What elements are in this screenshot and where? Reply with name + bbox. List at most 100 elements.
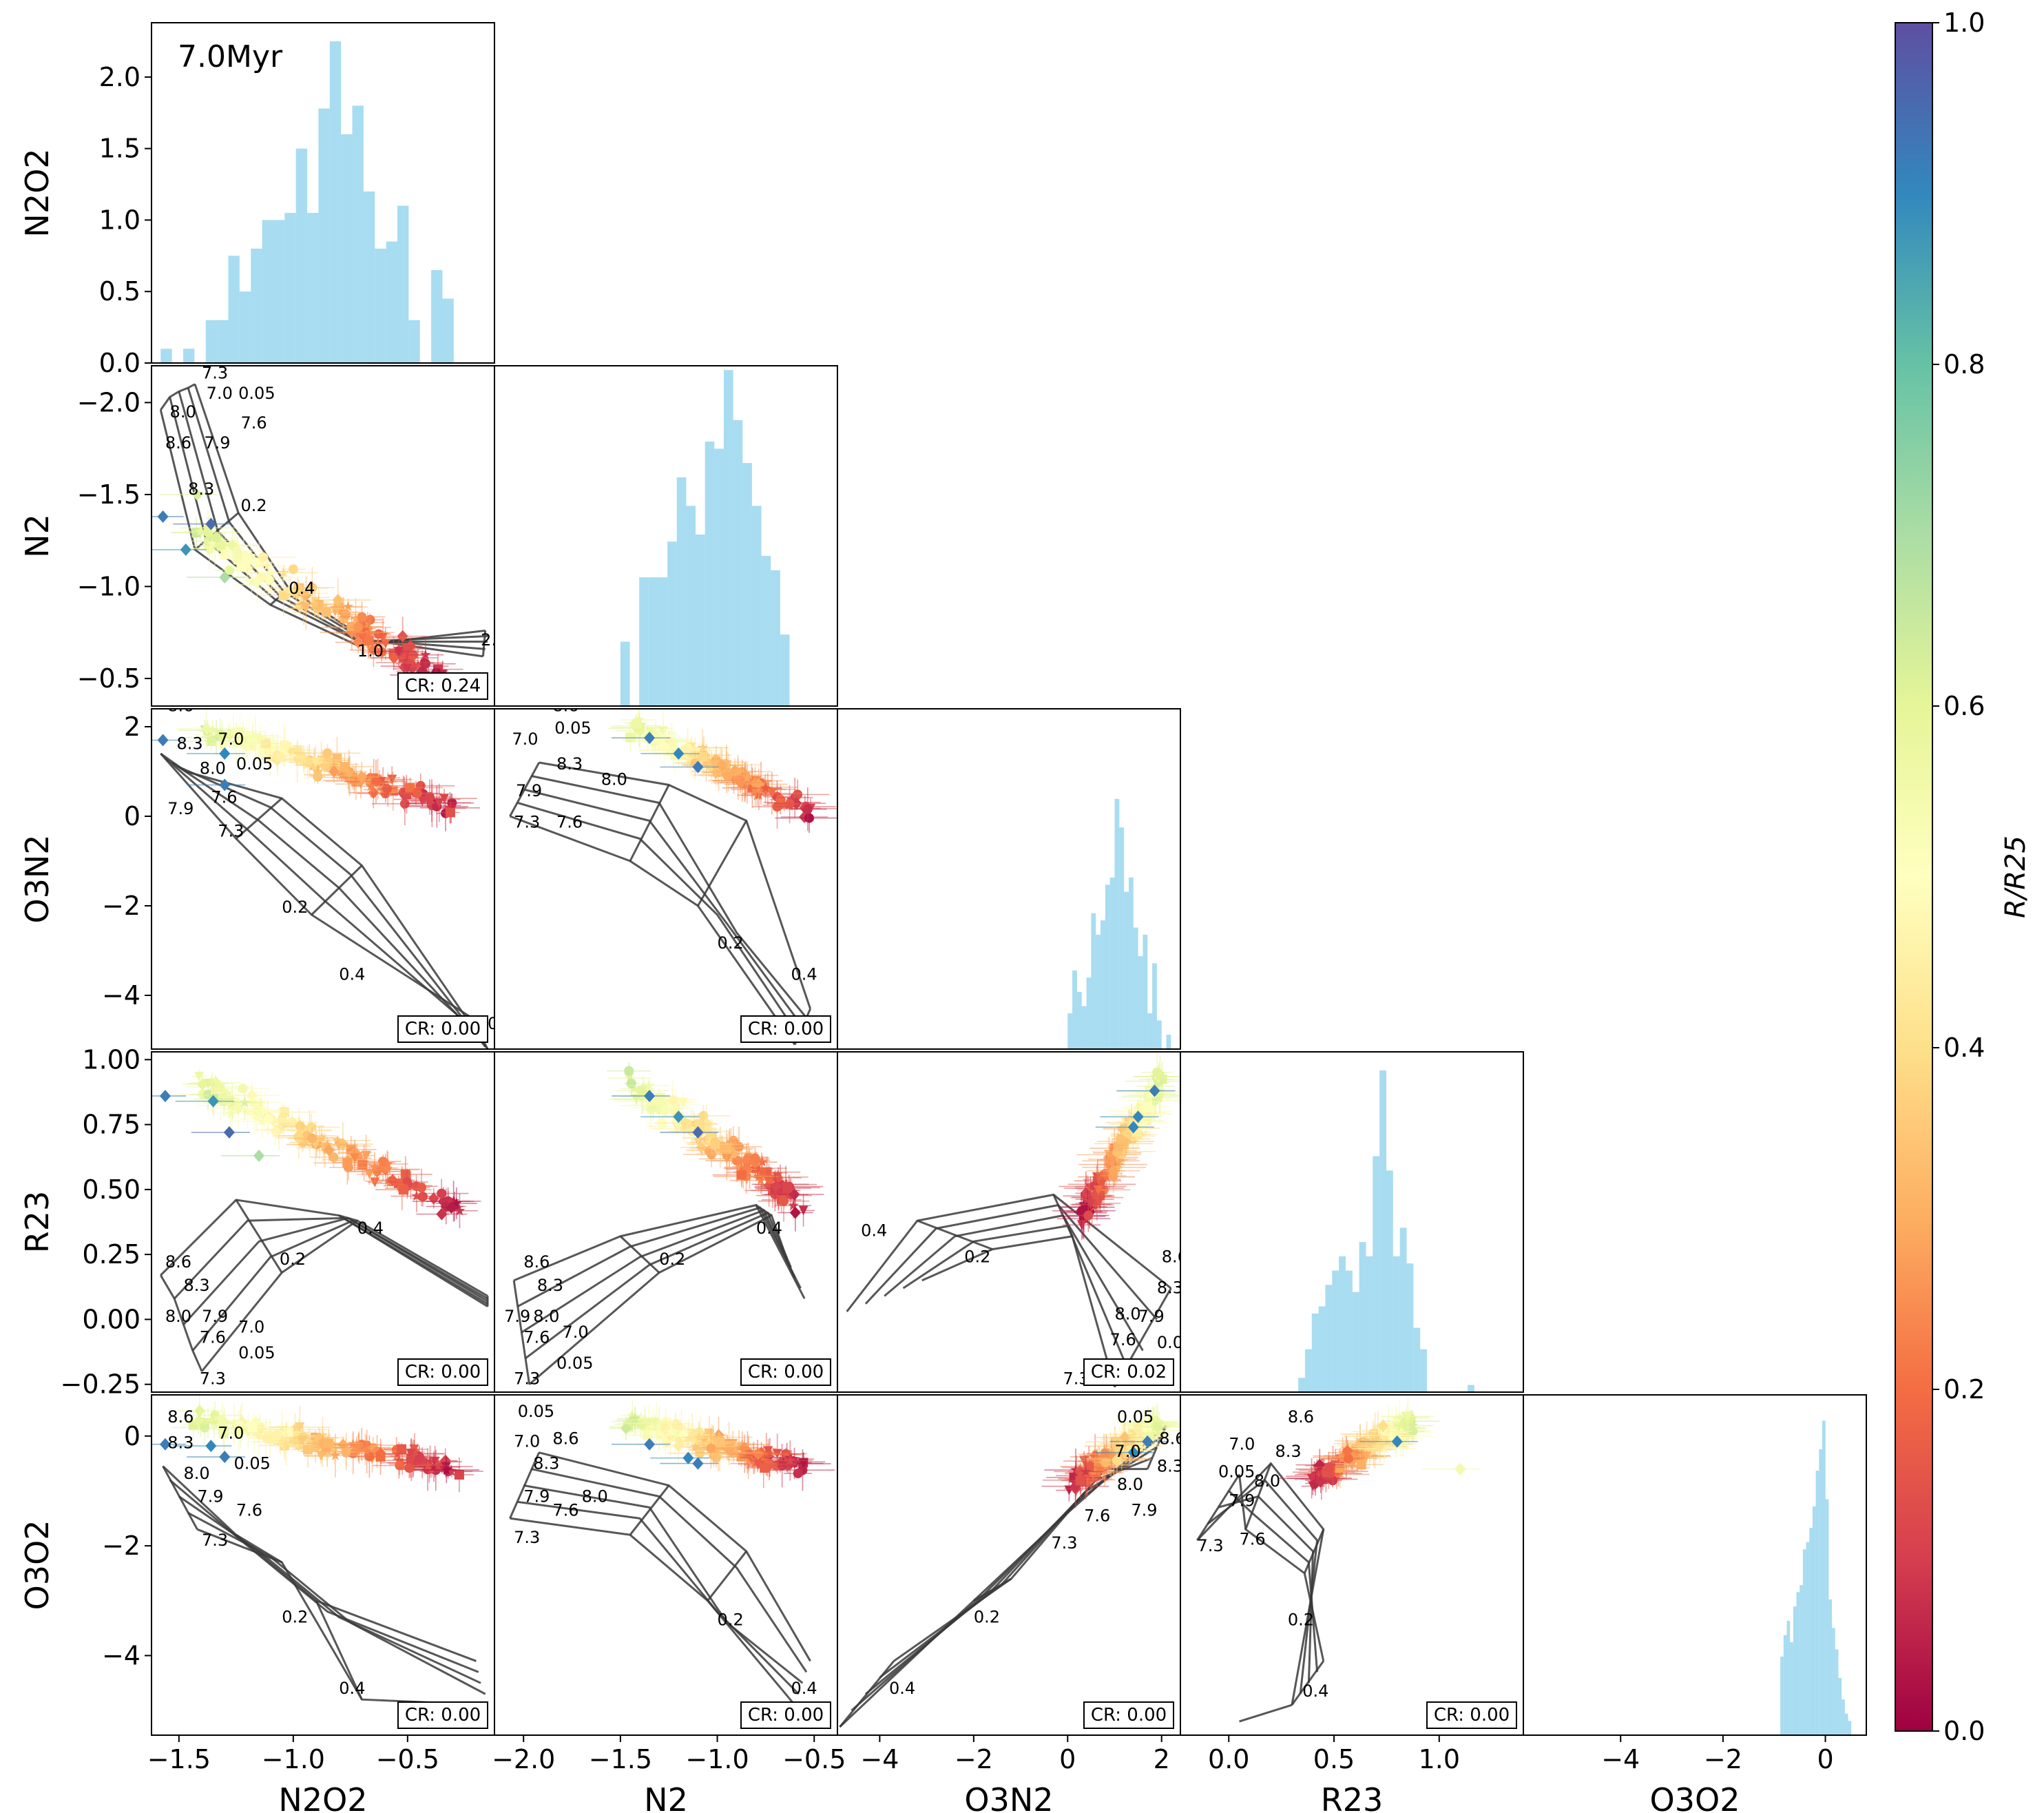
model-grid-line <box>169 1479 479 1673</box>
hist-bar <box>1786 1620 1791 1735</box>
data-point <box>295 1121 306 1132</box>
grid-label: 7.6 <box>240 413 267 433</box>
data-point <box>387 774 397 785</box>
data-point <box>644 732 656 745</box>
data-point <box>779 1196 789 1206</box>
hist-bar <box>1352 1292 1359 1392</box>
grid-label: 0.4 <box>1302 1681 1328 1701</box>
grid-label: 8.3 <box>533 1454 559 1473</box>
data-point <box>733 1141 744 1152</box>
data-point <box>328 1152 339 1162</box>
data-point <box>340 762 350 772</box>
hist-bar <box>696 534 705 706</box>
axes-frame <box>151 365 495 707</box>
data-point <box>1379 1442 1390 1453</box>
hist-bar <box>648 577 658 706</box>
model-grid-line <box>973 1577 1012 1602</box>
hist-bar <box>1809 1528 1813 1735</box>
y-tick-label: 0 <box>124 801 140 831</box>
model-grid-line <box>921 1235 1116 1387</box>
data-point <box>799 1458 809 1469</box>
data-point <box>207 724 218 735</box>
data-point <box>736 1170 747 1180</box>
grid-label: 7.0 <box>1229 1435 1255 1454</box>
grid-label: 8.3 <box>537 1276 563 1295</box>
data-point <box>387 1174 399 1187</box>
hist-bar <box>1848 1721 1852 1735</box>
data-point <box>694 1431 705 1442</box>
cr-box <box>1426 1701 1517 1729</box>
data-point <box>725 1447 736 1458</box>
panel-N2-vs-N2O2: 1.0 2.0 0.4 0.2 8.3 8.6 7.9 8.0 7.6 7.0 0.05 7.3 CR:… <box>19 365 495 707</box>
model-grid-line <box>755 1204 773 1216</box>
data-point <box>1101 1458 1111 1468</box>
data-point <box>309 597 320 609</box>
data-point <box>231 736 242 747</box>
data-point <box>236 562 247 572</box>
hist-bar <box>1399 1227 1407 1392</box>
data-point <box>424 792 435 802</box>
y-axis-label: N2 <box>19 514 56 558</box>
grid-label: 8.6 <box>165 433 191 453</box>
model-grid-line <box>512 1280 531 1385</box>
y-tick-label: 1.00 <box>82 1044 140 1075</box>
data-point <box>789 1206 801 1219</box>
data-point <box>332 1135 344 1146</box>
grid-label: 8.3 <box>1275 1442 1301 1461</box>
data-point <box>1407 1420 1419 1431</box>
grid-label: 0.4 <box>357 1219 384 1238</box>
hist-bar <box>1076 991 1082 1049</box>
grid-label: 7.6 <box>211 788 237 807</box>
data-point <box>223 1126 235 1139</box>
grid-label: 0.2 <box>718 1610 744 1630</box>
hist-bar <box>1304 1349 1312 1392</box>
panel-O3O2-vs-O3N2: 0.05 7.0 8.6 8.3 8.0 7.9 7.6 7.3 0.2 0.4 CR: 0.00 −… <box>837 1394 1181 1813</box>
data-point <box>208 1417 220 1428</box>
hist-bar <box>723 370 733 706</box>
plot-area: 8.6 8.3 8.0 7.9 7.0 7.6 0.05 7.3 0.2 0.4 <box>152 1068 489 1389</box>
data-point <box>1142 1101 1152 1112</box>
cr-box <box>1083 1358 1174 1386</box>
hist-N2 <box>494 365 838 707</box>
axes-frame <box>837 1051 1181 1393</box>
grid-label: 0.2 <box>280 1250 306 1269</box>
data-point <box>255 731 267 742</box>
hist-bar <box>751 506 762 706</box>
hist-bar <box>1828 1599 1833 1735</box>
data-point <box>253 1431 264 1441</box>
data-point <box>680 1118 691 1128</box>
model-grid-line <box>1228 1490 1319 1672</box>
model-grid-line <box>235 1199 283 1274</box>
data-point <box>798 1205 809 1216</box>
data-point <box>235 727 245 737</box>
x-tick-label: −2 <box>1704 1744 1742 1774</box>
data-point <box>1090 1190 1102 1201</box>
hist-bar <box>352 105 364 363</box>
hist-bar <box>1091 913 1096 1049</box>
cr-box <box>740 1701 831 1729</box>
data-point <box>760 782 771 794</box>
hist-bar <box>1124 891 1129 1049</box>
plot-area: 8.6 8.3 7.0 8.0 0.05 7.6 7.9 7.3 0.2 0.4 0 <box>152 709 494 1049</box>
data-point <box>356 771 368 784</box>
plot-area: 8.6 7.0 8.3 0.058.07.9 7.6 7.3 0.2 0.4 <box>1196 1396 1481 1723</box>
hist-bar <box>217 320 229 363</box>
x-tick-label: −1.0 <box>685 1744 749 1774</box>
grid-label: 8.6 <box>523 1252 550 1272</box>
grid-label: 8.6 <box>1288 1407 1314 1427</box>
model-grid-line <box>839 1660 895 1728</box>
panel-R23-vs-N2O2: 8.6 8.3 8.0 7.9 7.0 7.6 0.05 7.3 0.2 0.4 CR: 0.00 1… <box>19 1044 495 1400</box>
hist-R23 <box>1180 1051 1524 1393</box>
cr-box <box>1083 1701 1174 1729</box>
model-grid-line <box>1196 1473 1240 1541</box>
y-tick-label: 1.0 <box>99 205 140 235</box>
model-grid-line <box>311 864 363 916</box>
hist-bar <box>1835 1649 1839 1735</box>
hist-bar <box>676 477 687 706</box>
data-point <box>1142 1435 1154 1448</box>
data-point <box>698 752 708 762</box>
data-point <box>219 1451 231 1464</box>
data-point <box>157 510 169 523</box>
data-point <box>306 1122 316 1132</box>
x-axis-label: N2 <box>644 1781 688 1813</box>
